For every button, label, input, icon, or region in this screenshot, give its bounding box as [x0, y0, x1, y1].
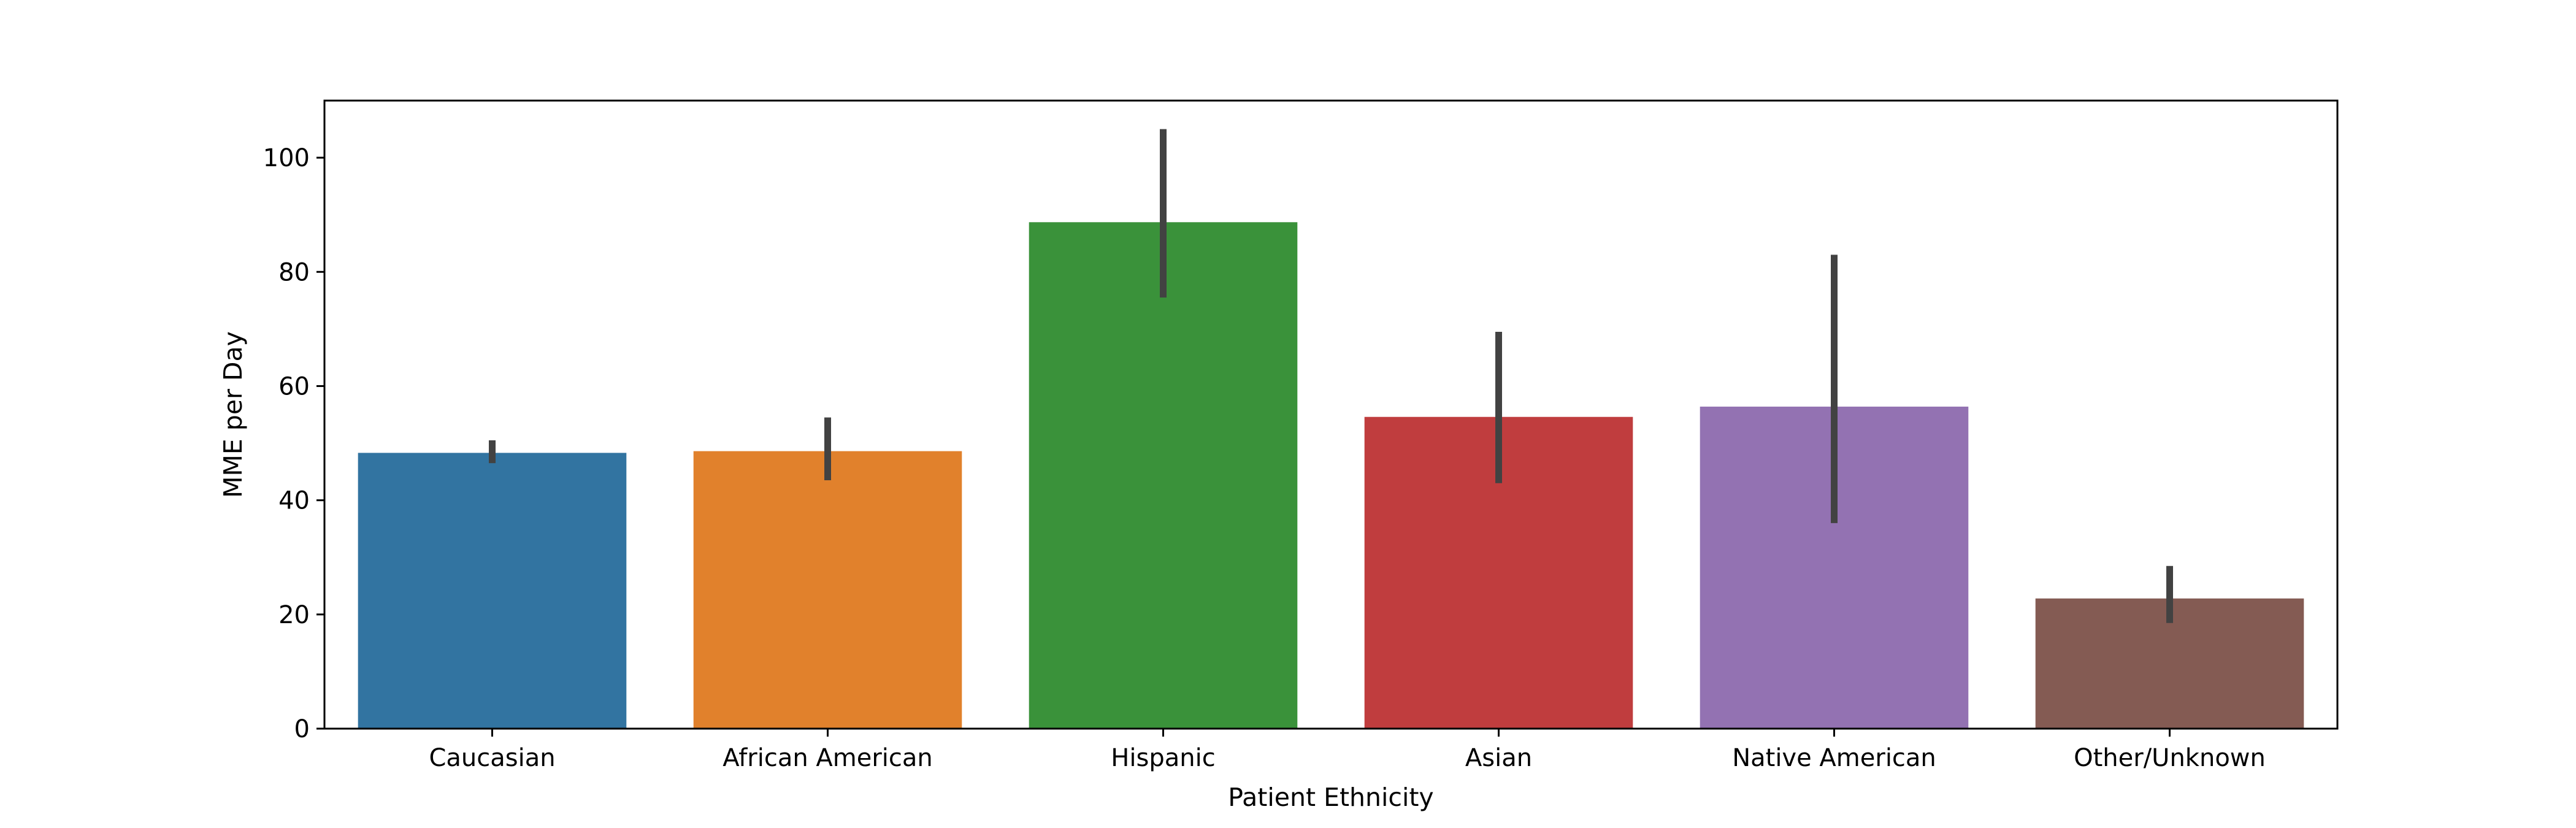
error-bars [489, 129, 2173, 623]
x-axis: Caucasian African American Hispanic Asian Na… [429, 729, 2266, 772]
y-axis-label: MME per Day [218, 331, 248, 498]
x-tick-label: Hispanic [1111, 744, 1215, 772]
x-tick-label: African American [723, 744, 933, 772]
x-axis-label: Patient Ethnicity [1228, 783, 1433, 812]
x-tick-label: Other/Unknown [2074, 744, 2266, 772]
bar-african-american [693, 451, 962, 729]
y-tick-label: 20 [278, 601, 310, 629]
y-tick-label: 60 [278, 372, 310, 401]
x-tick-label: Asian [1465, 744, 1532, 772]
y-tick-label: 0 [294, 715, 310, 743]
y-tick-label: 100 [263, 144, 310, 172]
bars [358, 222, 2304, 729]
y-tick-label: 40 [278, 487, 310, 515]
y-tick-label: 80 [278, 258, 310, 286]
plot-frame [323, 99, 2339, 730]
bar-caucasian [358, 453, 627, 729]
bar-hispanic [1029, 222, 1298, 729]
x-tick-label: Native American [1732, 744, 1936, 772]
y-axis: 0 20 40 60 80 100 [263, 144, 324, 743]
x-tick-label: Caucasian [429, 744, 555, 772]
